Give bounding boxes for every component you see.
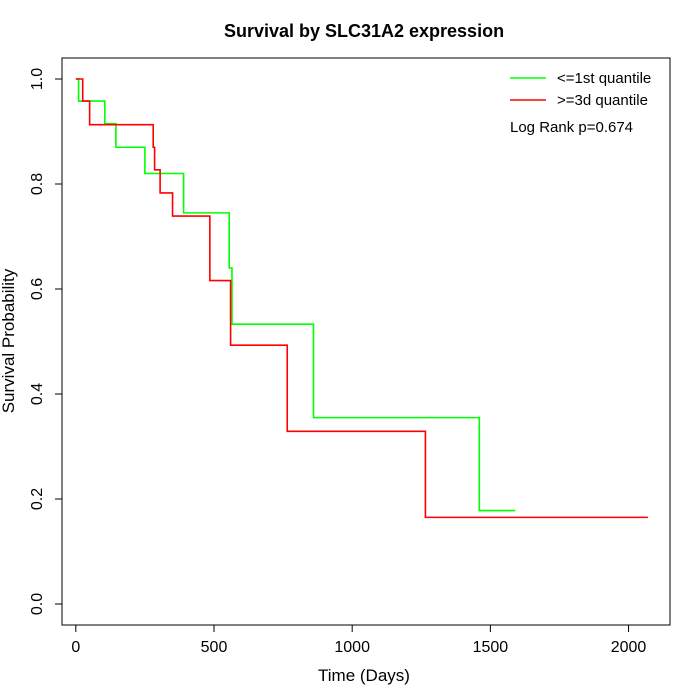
x-tick-label: 0 (71, 639, 80, 656)
y-tick-label: 0.6 (29, 278, 46, 300)
y-tick-label: 0.4 (29, 383, 46, 405)
series-layer (75, 78, 648, 519)
y-tick-label: 0.8 (29, 173, 46, 195)
y-axis: 0.0 0.2 0.4 0.6 0.8 1.0 (29, 68, 62, 615)
y-tick-label: 0.2 (29, 488, 46, 510)
chart-title: Survival by SLC31A2 expression (224, 21, 504, 41)
x-tick-label: 2000 (611, 639, 647, 656)
x-tick-label: 500 (201, 639, 228, 656)
plot-frame (61, 57, 671, 626)
x-tick-label: 1500 (473, 639, 509, 656)
x-axis-label: Time (Days) (318, 666, 410, 685)
x-axis: 0 500 1000 1500 2000 (71, 625, 646, 656)
y-tick-label: 0.0 (29, 593, 46, 615)
survival-curve-high (75, 78, 648, 519)
legend-label-high: >=3d quantile (557, 92, 648, 109)
survival-curve-low (75, 78, 516, 512)
y-tick-label: 1.0 (29, 68, 46, 90)
legend: <=1st quantile >=3d quantile (510, 70, 651, 109)
legend-label-low: <=1st quantile (557, 70, 651, 87)
x-tick-label: 1000 (334, 639, 370, 656)
y-axis-label: Survival Probability (0, 268, 18, 413)
log-rank-annotation: Log Rank p=0.674 (510, 119, 633, 136)
